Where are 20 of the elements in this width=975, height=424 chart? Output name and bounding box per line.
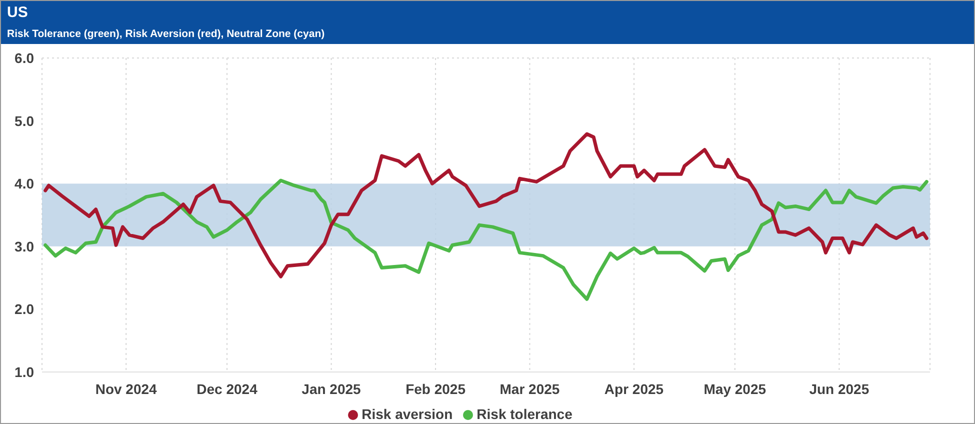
y-tick-label: 3.0 <box>14 238 34 254</box>
line-series <box>44 178 928 301</box>
y-tick-label: 2.0 <box>14 301 34 318</box>
legend-label: Risk aversion <box>362 406 453 422</box>
x-tick-label: Mar 2025 <box>500 380 560 397</box>
chart-subtitle: Risk Tolerance (green), Risk Aversion (red), Neutral Zone (cyan) <box>7 28 325 40</box>
x-tick-label: Feb 2025 <box>406 380 466 397</box>
x-tick-label: Dec 2024 <box>196 380 258 397</box>
x-tick-label: Jun 2025 <box>809 380 870 397</box>
y-tick-label: 4.0 <box>14 176 34 192</box>
x-tick-label: Jan 2025 <box>302 380 362 397</box>
x-tick-label: May 2025 <box>704 380 766 397</box>
y-tick-label: 5.0 <box>14 112 34 129</box>
y-tick-label: 6.0 <box>14 50 34 66</box>
x-tick-label: Apr 2025 <box>604 380 664 397</box>
y-tick-label: 1.0 <box>14 364 34 380</box>
line-series <box>44 132 928 278</box>
x-tick-label: Nov 2024 <box>95 380 158 397</box>
legend-label: Risk tolerance <box>476 406 572 422</box>
chart-title: US <box>7 4 28 21</box>
